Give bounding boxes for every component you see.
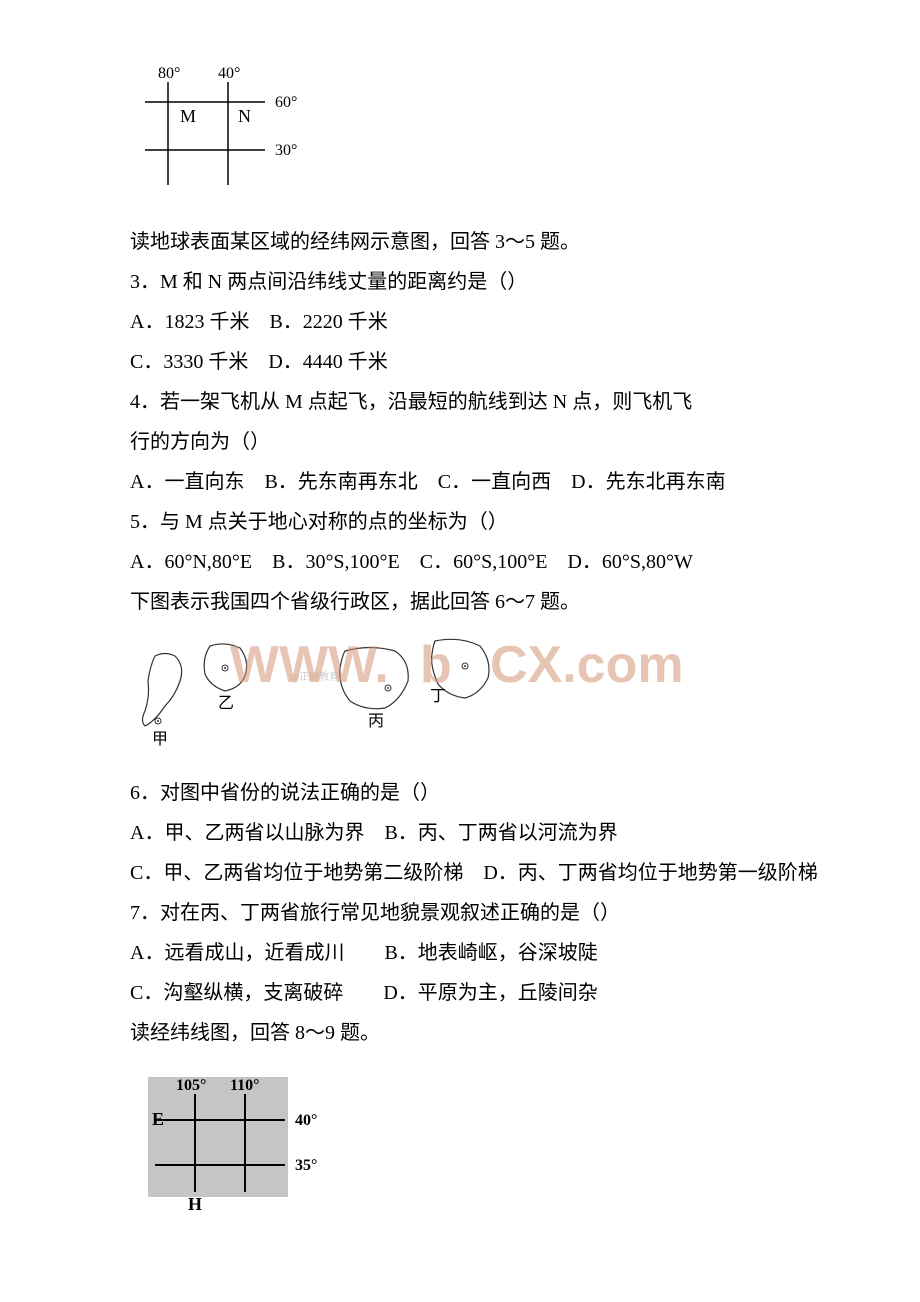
- q3-stem: 3．M 和 N 两点间沿纬线丈量的距离约是（）: [130, 263, 830, 301]
- q7-ab: A．远看成山，近看成川 B．地表崎岖，谷深坡陡: [130, 934, 830, 972]
- label-h: H: [188, 1194, 202, 1212]
- label-40: 40°: [218, 65, 240, 82]
- label-80: 80°: [158, 65, 180, 82]
- latlon-eh-diagram: 105° 110° 40° 35° E H: [130, 1062, 830, 1225]
- label-40b: 40°: [295, 1112, 317, 1129]
- label-30: 30°: [275, 142, 297, 159]
- q3-cd: C．3330 千米 D．4440 千米: [130, 343, 830, 381]
- label-105: 105°: [176, 1077, 206, 1094]
- latlon-mn-diagram: 80° 40° 60° 30° M N: [130, 60, 830, 213]
- q6-ab: A．甲、乙两省以山脉为界 B．丙、丁两省以河流为界: [130, 814, 830, 852]
- label-yi: 乙: [218, 695, 234, 712]
- q6-stem: 6．对图中省份的说法正确的是（）: [130, 774, 830, 812]
- label-110: 110°: [230, 1077, 260, 1094]
- label-jia: 甲: [152, 731, 168, 748]
- q5-stem: 5．与 M 点关于地心对称的点的坐标为（）: [130, 503, 830, 541]
- label-n: N: [238, 106, 251, 126]
- intro-8-9: 读经纬线图，回答 8～9 题。: [130, 1014, 830, 1052]
- label-e: E: [152, 1109, 164, 1129]
- label-m: M: [180, 106, 196, 126]
- q6-cd: C．甲、乙两省均位于地势第二级阶梯 D．丙、丁两省均位于地势第一级阶梯: [130, 854, 830, 892]
- label-60: 60°: [275, 94, 297, 111]
- q7-cd: C．沟壑纵横，支离破碎 D．平原为主，丘陵间杂: [130, 974, 830, 1012]
- label-ding: 丁: [430, 688, 446, 705]
- label-35: 35°: [295, 1157, 317, 1174]
- q5-opts: A．60°N,80°E B．30°S,100°E C．60°S,100°E D．…: [130, 543, 830, 581]
- q4-opts: A．一直向东 B．先东南再东北 C．一直向西 D．先东北再东南: [130, 463, 830, 501]
- intro-6-7: 下图表示我国四个省级行政区，据此回答 6～7 题。: [130, 583, 830, 621]
- small-watermark: @正确教育: [290, 668, 339, 687]
- q3-ab: A．1823 千米 B．2220 千米: [130, 303, 830, 341]
- province-diagram: 甲 乙 丙 丁 @正确教育 WWW. b CX.com: [130, 626, 830, 769]
- label-bing: 丙: [368, 713, 384, 730]
- q4-line2: 行的方向为（）: [130, 423, 830, 461]
- q4-line1: 4．若一架飞机从 M 点起飞，沿最短的航线到达 N 点，则飞机飞: [130, 383, 830, 421]
- intro-3-5: 读地球表面某区域的经纬网示意图，回答 3～5 题。: [130, 223, 830, 261]
- q7-stem: 7．对在丙、丁两省旅行常见地貌景观叙述正确的是（）: [130, 894, 830, 932]
